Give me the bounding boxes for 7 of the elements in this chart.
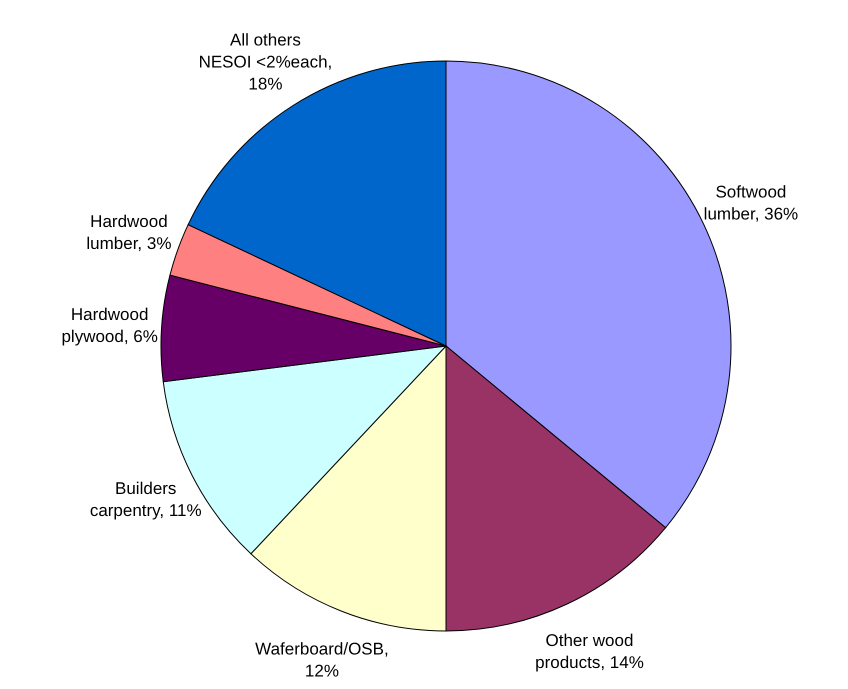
slice-label: Other wood products, 14% — [535, 630, 644, 672]
slice-label: Hardwood lumber, 3% — [86, 211, 172, 252]
slice-label: Hardwood plywood, 6% — [61, 304, 158, 346]
slice-label: Builders carpentry, 11% — [90, 478, 202, 520]
slice-label: Waferboard/OSB, 12% — [255, 638, 389, 680]
slice-label: All others NESOI <2%each, 18% — [198, 30, 332, 93]
slice-label: Softwood lumber, 36% — [704, 182, 798, 224]
